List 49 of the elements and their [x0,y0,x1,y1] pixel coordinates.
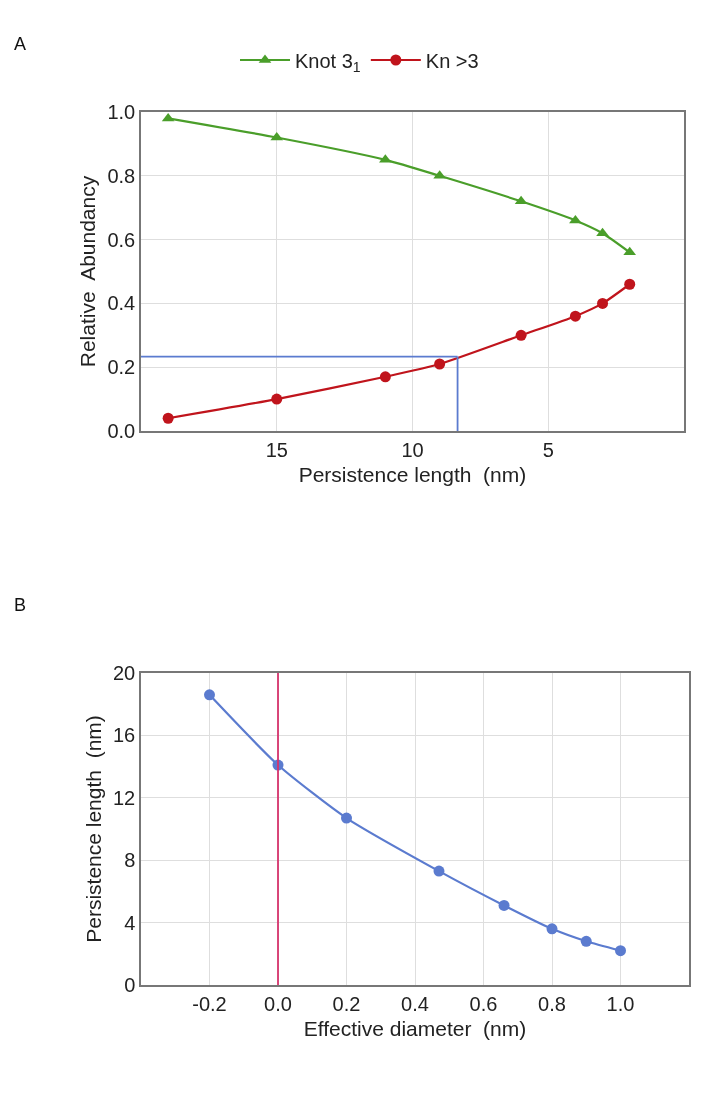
y-tick-label: 16 [113,724,136,747]
y-axis-title: Persistence length (nm) [81,715,105,943]
point [546,923,558,935]
x-tick-label: -0.2 [192,992,227,1015]
point [434,358,446,370]
point [514,195,528,205]
legend-label: Knot 3$_{1}$ [295,49,361,75]
point [569,214,582,224]
y-tick-label: 0.6 [107,228,136,251]
point [204,689,215,701]
x-tick-label: 1.0 [606,992,635,1015]
point [515,329,527,341]
x-tick-label: 0.0 [264,992,292,1015]
y-axis-title: Relative Abundancy [76,175,100,368]
x-tick-label: 10 [401,438,424,461]
y-tick-label: 0.4 [107,292,136,315]
x-axis-title: Effective diameter (nm) [303,1017,527,1041]
point [433,865,445,877]
x-axis-title: Persistence length (nm) [298,463,527,487]
point [379,371,391,383]
point [597,297,609,309]
x-tick-label: 0.8 [538,992,566,1015]
point [623,246,637,256]
x-tick-label: 15 [265,438,288,461]
point [161,112,175,122]
y-tick-label: 8 [124,849,136,872]
y-tick-label: 0.2 [107,356,136,379]
y-tick-label: 4 [124,911,136,934]
point [271,393,283,405]
point [615,945,626,957]
legend-label: Kn >3 [425,49,479,72]
x-tick-label: 0.4 [401,992,429,1015]
point [162,412,174,424]
point [498,899,510,911]
text: B [14,595,27,615]
y-tick-label: 0.0 [107,420,136,442]
x-tick-label: 0.6 [469,992,498,1015]
x-tick-label: 5 [542,438,554,461]
x-tick-label: 0.2 [332,992,361,1015]
y-tick-label: 20 [113,662,136,684]
point [580,935,592,947]
y-tick-label: 12 [113,786,136,809]
y-tick-label: 0 [124,974,136,996]
y-tick-label: 1.0 [107,101,136,123]
point [569,310,581,322]
point [341,812,352,824]
point [624,278,636,290]
text: A [14,34,27,54]
y-tick-label: 0.8 [107,164,136,187]
